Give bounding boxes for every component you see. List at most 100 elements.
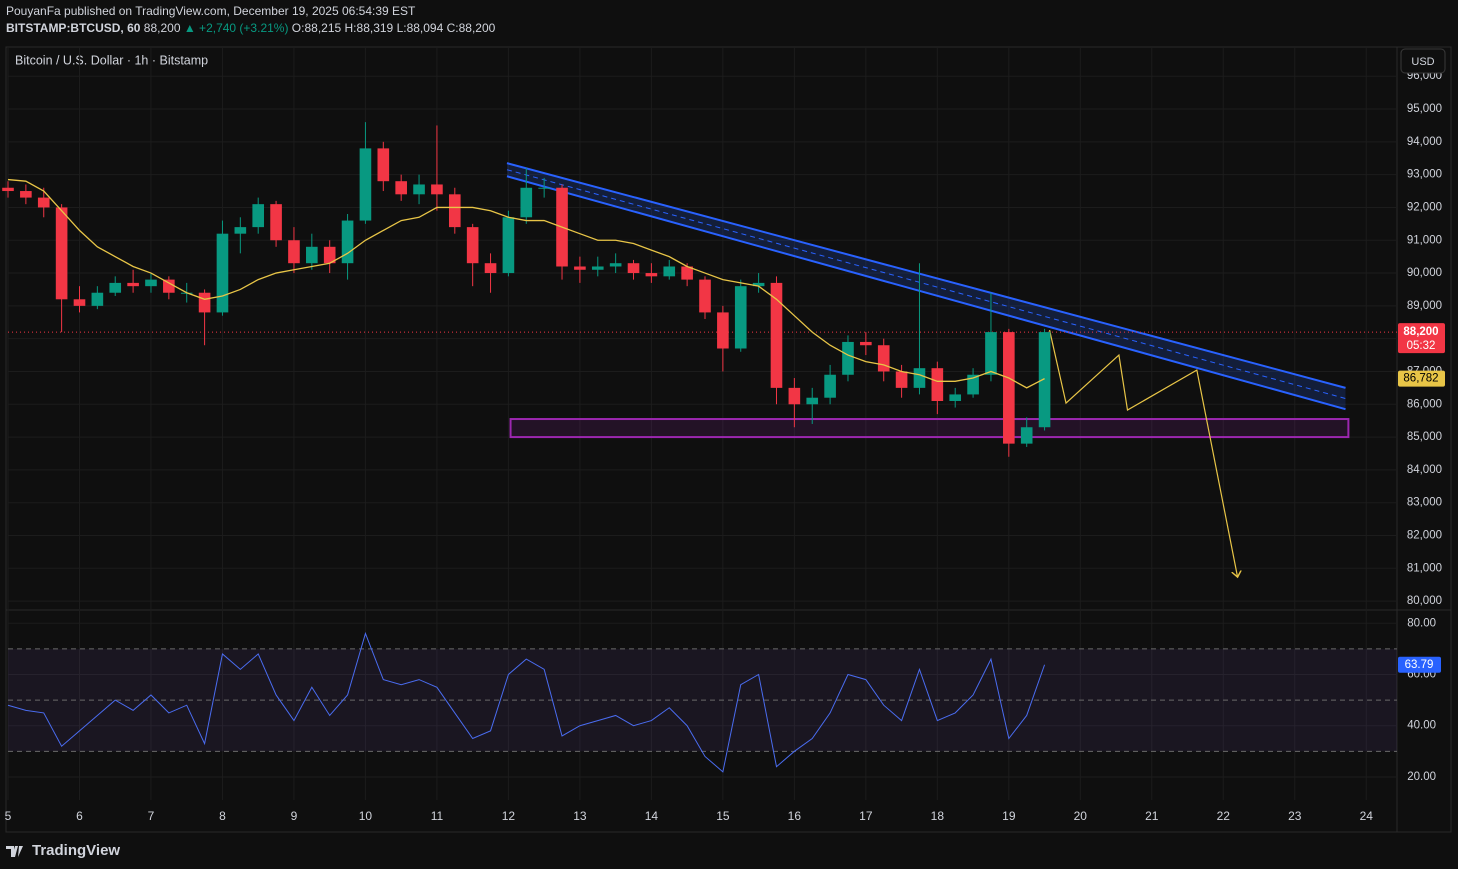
- candle-body: [860, 341, 872, 346]
- last-price-box: [1398, 323, 1445, 354]
- candle-body: [1003, 332, 1015, 444]
- x-tick-label: 15: [716, 809, 730, 823]
- candle-body: [699, 279, 711, 313]
- y-tick-label: 80.00: [1407, 617, 1436, 629]
- candle-body: [234, 227, 247, 234]
- candle-body: [145, 279, 157, 287]
- candle-body: [377, 148, 390, 182]
- candle-body: [270, 204, 282, 241]
- x-tick-label: 14: [645, 809, 659, 823]
- candle-body: [341, 220, 354, 264]
- candle-body: [788, 387, 801, 405]
- candle-body: [627, 263, 640, 274]
- x-tick-label: 22: [1217, 809, 1231, 823]
- candle-body: [538, 187, 550, 189]
- x-tick-label: 7: [148, 809, 155, 823]
- candle-body: [609, 263, 622, 267]
- y-tick-label: 40.00: [1407, 720, 1436, 732]
- y-tick-label: 81,000: [1407, 562, 1442, 574]
- brand: TradingView: [32, 842, 120, 859]
- y-tick-label: 83,000: [1407, 497, 1442, 509]
- candle-body: [877, 345, 890, 372]
- x-tick-label: 20: [1074, 809, 1088, 823]
- y-tick-label: 89,000: [1407, 300, 1442, 312]
- close: C:88,200: [446, 21, 496, 35]
- candle-body: [109, 282, 122, 293]
- x-tick-label: 21: [1145, 809, 1159, 823]
- candle-body: [931, 368, 944, 401]
- change: ▲ +2,740 (+3.21%): [183, 21, 289, 35]
- symbol: BITSTAMP:BTCUSD, 60: [6, 21, 141, 35]
- y-tick-label: 91,000: [1407, 234, 1442, 246]
- candle-body: [842, 341, 854, 375]
- candle-body: [288, 240, 300, 264]
- open: O:88,215: [291, 21, 342, 35]
- candle-body: [91, 292, 104, 306]
- low: L:88,094: [396, 21, 444, 35]
- chart-title: Bitcoin / U.S. Dollar · 1h · Bitstamp: [15, 53, 208, 67]
- candle-body: [413, 184, 425, 195]
- x-tick-label: 13: [573, 809, 587, 823]
- logo: TradingView: [6, 842, 120, 859]
- candle-body: [216, 233, 229, 313]
- candle-body: [985, 332, 997, 375]
- y-tick-label: 92,000: [1407, 201, 1442, 213]
- channel-line: [506, 175, 1346, 411]
- candle-body: [967, 374, 979, 395]
- candle-body: [949, 394, 962, 401]
- y-tick-label: 85,000: [1407, 431, 1442, 443]
- candle-body: [806, 397, 819, 405]
- x-tick-label: 16: [788, 809, 802, 823]
- support-zone: [509, 418, 1350, 439]
- moving-average: [7, 178, 1045, 389]
- y-tick-label: 84,000: [1407, 464, 1442, 476]
- candle-body: [395, 181, 407, 195]
- candle-body: [591, 266, 604, 270]
- rsi-box: [1398, 656, 1441, 673]
- candle-body: [520, 187, 533, 218]
- currency-button[interactable]: [1400, 48, 1446, 74]
- candle-body: [913, 368, 926, 388]
- x-tick-label: 12: [502, 809, 516, 823]
- y-tick-label: 90,000: [1407, 267, 1442, 279]
- y-tick-label: 94,000: [1407, 136, 1442, 148]
- candle-body: [20, 191, 32, 198]
- symbol-line: BITSTAMP:BTCUSD, 60 88,200 ▲ +2,740 (+3.…: [6, 21, 495, 35]
- candle-body: [1038, 332, 1051, 428]
- y-tick-label: 86,000: [1407, 398, 1442, 410]
- x-tick-label: 17: [859, 809, 873, 823]
- channel-mid: [506, 169, 1346, 400]
- candle-body: [55, 207, 68, 300]
- ma-label: 86,782: [1403, 373, 1438, 385]
- candle-body: [306, 246, 318, 264]
- frame: [5, 46, 1452, 833]
- candle-body: [127, 282, 139, 287]
- candle-body: [663, 266, 676, 277]
- candle-body: [431, 184, 443, 195]
- x-tick-label: 23: [1288, 809, 1302, 823]
- candle-body: [502, 217, 515, 274]
- candle-body: [484, 263, 497, 274]
- x-tick-label: 8: [219, 809, 226, 823]
- y-tick-label: 95,000: [1407, 103, 1442, 115]
- candle-body: [770, 282, 783, 388]
- countdown: 05:32: [1407, 340, 1436, 352]
- candle-body: [198, 292, 211, 313]
- last: 88,200: [143, 21, 181, 35]
- y-tick-label: 80,000: [1407, 595, 1442, 607]
- high: H:88,319: [344, 21, 394, 35]
- candle-body: [734, 286, 747, 349]
- y-tick-label: 82,000: [1407, 530, 1442, 542]
- candle-body: [2, 187, 14, 192]
- candle-body: [252, 204, 265, 228]
- candle-body: [359, 148, 372, 221]
- currency[interactable]: USD: [1411, 56, 1434, 68]
- candle-body: [37, 197, 50, 208]
- rsi-line: [7, 631, 1046, 773]
- x-tick-label: 9: [291, 809, 298, 823]
- candle-body: [645, 273, 658, 277]
- candle-body: [323, 246, 336, 264]
- x-tick-label: 11: [431, 809, 444, 823]
- candle-body: [895, 371, 908, 388]
- candle-body: [466, 227, 479, 264]
